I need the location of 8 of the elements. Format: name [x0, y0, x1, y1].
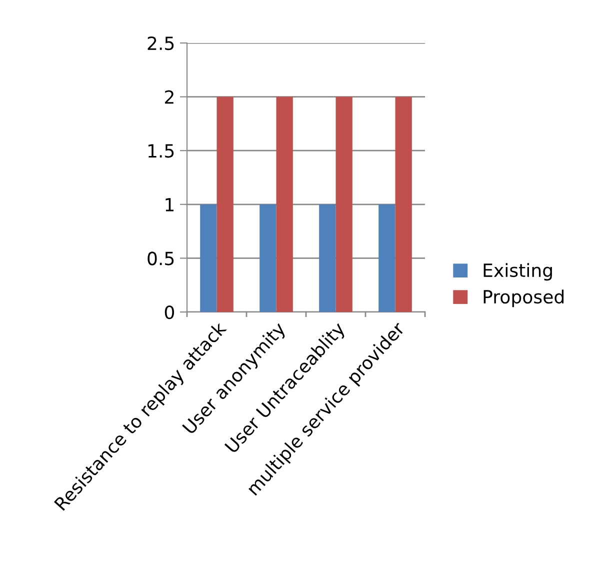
- y-tick-label: 2.5: [148, 36, 174, 50]
- legend-label: Existing: [484, 263, 552, 281]
- y-tick-label: 0: [164, 305, 174, 320]
- y-tick-label: 2: [165, 90, 174, 104]
- y-tick-label: 1: [166, 198, 174, 212]
- legend-label: Proposed: [484, 290, 564, 308]
- y-tick-label: 0.5: [148, 252, 174, 266]
- y-tick-label: 1.5: [148, 144, 174, 158]
